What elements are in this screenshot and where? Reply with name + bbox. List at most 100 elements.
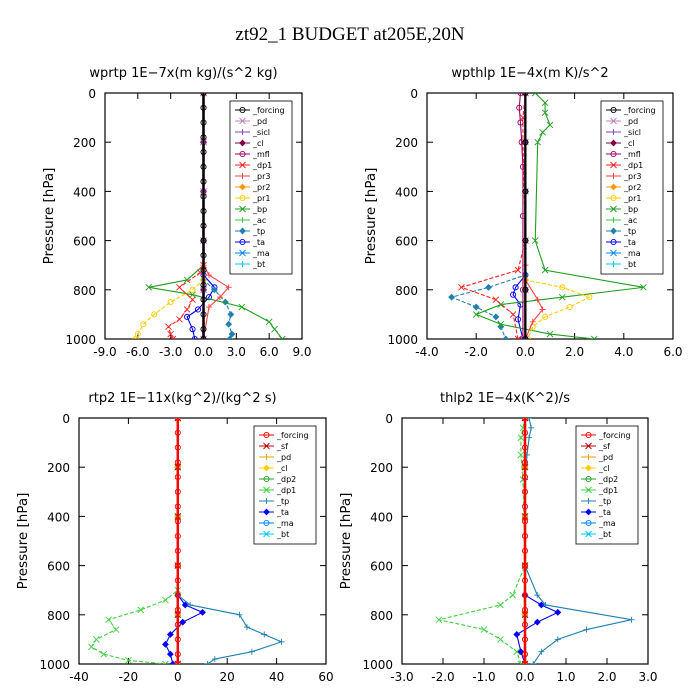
legend-marker [239, 173, 246, 179]
legend-entry: _ma [623, 249, 641, 258]
legend-marker [610, 227, 617, 235]
legend-marker [239, 194, 246, 202]
legend-marker [585, 454, 592, 460]
data-point [541, 109, 549, 116]
data-point [205, 304, 212, 311]
chart-panel-3: rtp2 1E−11x(kg^2)/(kg^2 s) Pressure [hPa]… [15, 391, 334, 684]
x-tick-label: 6.0 [663, 345, 682, 359]
legend-marker [239, 161, 246, 169]
legend-entry: _forcing [252, 106, 285, 115]
data-point [435, 616, 443, 624]
data-point [534, 296, 541, 303]
data-point [134, 331, 141, 338]
legend-entry: _bp [252, 205, 267, 214]
data-point [236, 611, 243, 618]
y-tick-label: 400 [395, 185, 418, 199]
legend-entry: _forcing [276, 431, 309, 440]
data-point [521, 651, 529, 658]
data-point [521, 621, 529, 628]
x-tick-label: 0.0 [515, 670, 534, 684]
x-tick-label: -2.0 [431, 670, 454, 684]
legend: _forcing _sf _pd _cl _dp2 _dp1 _tp _ta _ma _bt [253, 425, 317, 545]
data-point [238, 303, 246, 311]
x-tick-label: 0 [174, 670, 182, 684]
data-point [162, 640, 169, 648]
data-point [537, 601, 545, 609]
data-point [521, 488, 529, 495]
data-point [211, 656, 218, 663]
data-point [590, 335, 598, 339]
legend-entry: _bt [623, 260, 636, 269]
legend-entry: _mfl [252, 150, 270, 159]
legend-entry: _cl [276, 464, 288, 473]
data-point [522, 188, 529, 195]
legend-entry: _bt [598, 530, 611, 539]
data-point [546, 330, 554, 338]
data-point [200, 193, 207, 200]
x-tick-label: 4.0 [614, 345, 633, 359]
y-tick-label: 0 [410, 87, 418, 101]
legend-entry: _ta [276, 508, 289, 517]
legend-entry: _sf [598, 442, 610, 451]
x-tick-label: 20 [220, 670, 235, 684]
series-line [459, 93, 526, 339]
series-line [167, 93, 205, 339]
data-point [165, 323, 172, 331]
legend-entry: _sicl [623, 128, 641, 137]
legend: _forcing _sf _pd _cl _dp2 _dp1 _tp _ta _ma _bt [575, 425, 639, 545]
y-tick-label: 0 [62, 412, 70, 426]
series-group [448, 93, 647, 339]
data-point [559, 284, 566, 291]
data-point [105, 616, 112, 624]
series-line [516, 418, 560, 664]
legend-marker [263, 431, 270, 439]
data-point [528, 424, 535, 431]
legend-marker [610, 106, 617, 114]
legend-entry: _ac [252, 216, 266, 225]
legend-entry: _tp [598, 497, 611, 506]
legend-marker [239, 139, 246, 147]
x-tick-label: -1.0 [472, 670, 495, 684]
y-tick-label: 600 [73, 235, 96, 249]
x-tick-label: 2.0 [565, 345, 584, 359]
data-point [137, 606, 145, 614]
data-point [169, 335, 177, 339]
data-point [184, 313, 191, 320]
data-point [521, 503, 529, 510]
legend-marker [239, 205, 246, 213]
legend-entry: _pd [623, 117, 638, 126]
x-tick-label: 40 [269, 670, 284, 684]
data-point [514, 335, 522, 339]
data-point [211, 286, 218, 294]
data-point [204, 661, 211, 664]
data-point [174, 592, 181, 599]
legend-entry: _tp [623, 227, 636, 236]
y-tick-label: 1000 [362, 658, 393, 672]
data-point [514, 316, 522, 323]
data-point [187, 601, 194, 608]
data-point [174, 473, 181, 481]
data-point [145, 284, 153, 291]
series-line [524, 93, 591, 339]
x-tick-label: -4.0 [415, 345, 438, 359]
legend-marker [610, 217, 617, 223]
legend-marker [585, 464, 592, 472]
x-tick-label: -6.0 [126, 345, 149, 359]
data-point [541, 266, 549, 274]
panel-title: wpthlp 1E−4x(m K)/s^2 [451, 66, 608, 81]
data-point [174, 418, 181, 422]
legend-marker [263, 464, 270, 472]
data-point [509, 311, 517, 318]
data-point [526, 434, 533, 441]
data-point [566, 303, 573, 311]
legend-marker [239, 238, 246, 246]
data-point [521, 418, 529, 422]
data-point [200, 134, 207, 141]
data-point [534, 592, 541, 599]
legend-entry: _pr3 [252, 172, 270, 181]
data-point [221, 298, 229, 306]
data-point [200, 267, 207, 274]
y-tick-label: 0 [88, 87, 96, 101]
legend-entry: _tp [252, 227, 265, 236]
y-tick-label: 800 [47, 609, 70, 623]
